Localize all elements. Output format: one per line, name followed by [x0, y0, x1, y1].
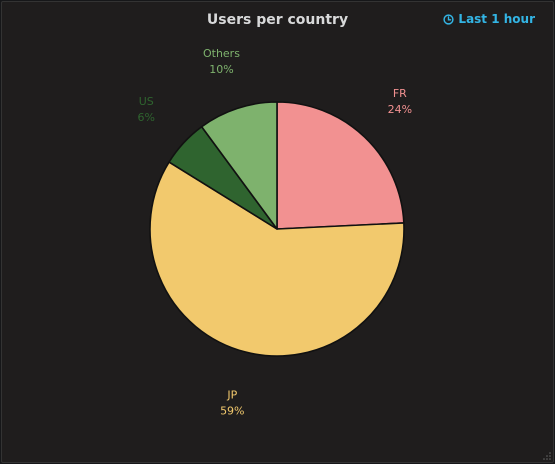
pie-slice-jp[interactable] [149, 161, 405, 357]
pie-slice-fr[interactable] [276, 101, 405, 230]
panel-title[interactable]: Users per country [206, 12, 349, 28]
slice-percent-jp: 59% [220, 404, 244, 417]
slice-label-jp: JP [226, 388, 237, 401]
time-range-label[interactable]: Last 1 hour [458, 12, 535, 26]
clock-icon [443, 13, 455, 25]
slice-percent-fr: 24% [388, 103, 412, 116]
resize-handle-icon[interactable] [543, 452, 551, 460]
slice-label-us: US [139, 95, 154, 108]
time-range-link[interactable]: Last 1 hour [443, 12, 535, 26]
slice-percent-others: 10% [209, 63, 233, 76]
slice-percent-us: 6% [138, 111, 155, 124]
slice-label-others: Others [203, 47, 240, 60]
pie-slice-others[interactable] [200, 101, 278, 230]
slice-label-fr: FR [393, 87, 407, 100]
